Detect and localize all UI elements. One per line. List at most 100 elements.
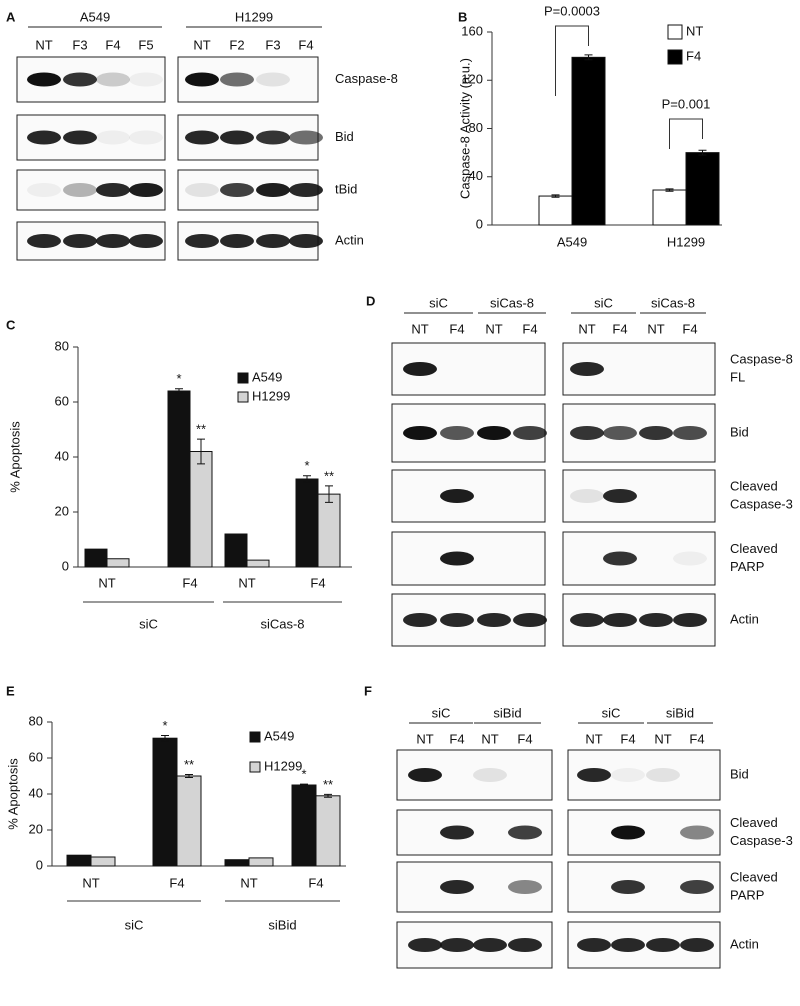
band <box>185 234 219 248</box>
error-bar <box>185 774 193 778</box>
band <box>289 234 323 248</box>
group-label: siCas-8 <box>490 295 534 310</box>
band <box>603 613 637 627</box>
row-label: Cleaved <box>730 478 778 493</box>
group-label: siC <box>602 705 621 720</box>
row-label: PARP <box>730 559 764 574</box>
band <box>440 489 474 503</box>
lane-label: F4 <box>105 37 120 52</box>
band <box>256 234 290 248</box>
band <box>220 234 254 248</box>
y-tick-label: 20 <box>29 821 43 836</box>
significance-label: ** <box>323 777 333 792</box>
x-tick-label: NT <box>238 575 255 590</box>
band <box>408 938 442 952</box>
bar <box>66 854 92 867</box>
group-label: A549 <box>80 9 110 24</box>
y-axis-label: % Apoptosis <box>5 758 20 830</box>
blot-frame <box>391 469 546 523</box>
band <box>63 130 97 145</box>
lane-label: F3 <box>265 37 280 52</box>
row-label: Actin <box>335 232 364 247</box>
band <box>96 183 130 197</box>
lane-label: F4 <box>689 731 704 746</box>
band <box>220 183 254 197</box>
significance-label: * <box>162 718 167 733</box>
band <box>570 489 604 503</box>
band <box>440 938 474 952</box>
band <box>440 426 474 440</box>
lane-label: F4 <box>522 321 537 336</box>
panel-label: F <box>364 683 372 698</box>
band <box>27 130 61 145</box>
bar <box>248 857 274 867</box>
significance-label: * <box>176 371 181 386</box>
band <box>570 613 604 627</box>
y-tick-label: 0 <box>476 216 483 231</box>
panel-label: A <box>6 9 16 24</box>
band <box>639 426 673 440</box>
lane-label: F2 <box>229 37 244 52</box>
lane-label: F4 <box>612 321 627 336</box>
bar <box>538 195 573 226</box>
y-tick-label: 60 <box>55 393 69 408</box>
error-bar <box>161 735 169 742</box>
error-bar <box>584 54 593 61</box>
band <box>256 130 290 145</box>
band <box>639 613 673 627</box>
band <box>129 234 163 248</box>
lane-label: NT <box>585 731 602 746</box>
row-label: Caspase-3 <box>730 496 793 511</box>
x-tick-label: A549 <box>557 234 587 249</box>
lane-label: NT <box>578 321 595 336</box>
band <box>96 72 130 87</box>
band <box>508 938 542 952</box>
panel-label: C <box>6 317 16 332</box>
y-tick-label: 40 <box>29 785 43 800</box>
lane-label: NT <box>654 731 671 746</box>
group-label: siBid <box>666 705 694 720</box>
panel-label: D <box>366 293 375 308</box>
band <box>603 551 637 566</box>
bar <box>152 737 178 867</box>
band <box>220 130 254 145</box>
x-tick-label: NT <box>240 875 257 890</box>
group-label: siC <box>139 616 158 631</box>
band <box>513 426 547 440</box>
band <box>473 768 507 782</box>
band <box>440 613 474 627</box>
legend-swatch <box>667 49 683 65</box>
band <box>646 768 680 782</box>
band <box>473 938 507 952</box>
band <box>129 183 163 197</box>
legend-swatch <box>667 24 683 40</box>
y-tick-label: 60 <box>29 749 43 764</box>
x-tick-label: H1299 <box>667 234 705 249</box>
group-label: siC <box>429 295 448 310</box>
band <box>63 183 97 197</box>
band <box>673 551 707 566</box>
bar <box>295 478 319 568</box>
panel-label: B <box>458 9 467 24</box>
bar <box>167 390 191 568</box>
band <box>440 825 474 840</box>
row-label: Cleaved <box>730 541 778 556</box>
band <box>63 72 97 87</box>
band <box>27 234 61 248</box>
row-label: Bid <box>730 424 749 439</box>
band <box>673 426 707 440</box>
x-tick-label: F4 <box>169 875 184 890</box>
band <box>646 938 680 952</box>
lane-label: F4 <box>298 37 313 52</box>
band <box>577 768 611 782</box>
x-tick-label: F4 <box>182 575 197 590</box>
band <box>440 880 474 894</box>
band <box>577 938 611 952</box>
band <box>220 72 254 87</box>
lane-label: NT <box>416 731 433 746</box>
y-tick-label: 160 <box>461 23 483 38</box>
x-tick-label: NT <box>82 875 99 890</box>
bar <box>652 189 687 226</box>
group-label: siCas-8 <box>260 616 304 631</box>
band <box>680 880 714 894</box>
